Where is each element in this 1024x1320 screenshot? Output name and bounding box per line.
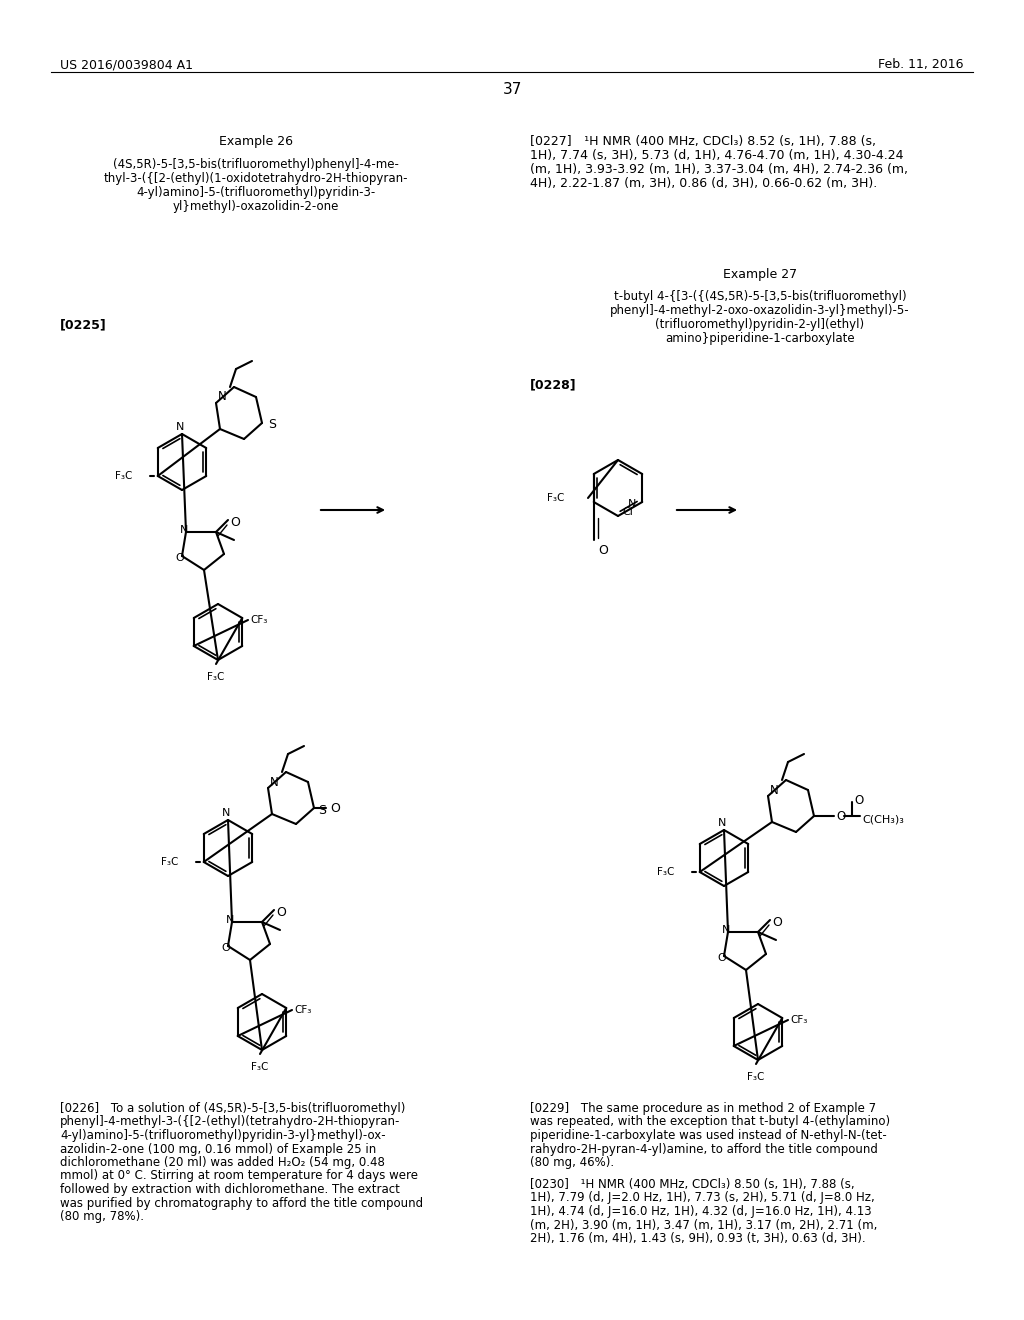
Text: azolidin-2-one (100 mg, 0.16 mmol) of Example 25 in: azolidin-2-one (100 mg, 0.16 mmol) of Ex…: [60, 1143, 376, 1155]
Text: 1H), 4.74 (d, J=16.0 Hz, 1H), 4.32 (d, J=16.0 Hz, 1H), 4.13: 1H), 4.74 (d, J=16.0 Hz, 1H), 4.32 (d, J…: [530, 1205, 871, 1218]
Text: CF₃: CF₃: [790, 1015, 807, 1026]
Text: Cl: Cl: [622, 507, 633, 517]
Text: O: O: [718, 953, 726, 964]
Text: (m, 2H), 3.90 (m, 1H), 3.47 (m, 1H), 3.17 (m, 2H), 2.71 (m,: (m, 2H), 3.90 (m, 1H), 3.47 (m, 1H), 3.1…: [530, 1218, 878, 1232]
Text: C(CH₃)₃: C(CH₃)₃: [862, 814, 904, 825]
Text: F₃C: F₃C: [161, 857, 178, 867]
Text: [0227] ¹H NMR (400 MHz, CDCl₃) 8.52 (s, 1H), 7.88 (s,: [0227] ¹H NMR (400 MHz, CDCl₃) 8.52 (s, …: [530, 135, 876, 148]
Text: dichloromethane (20 ml) was added H₂O₂ (54 mg, 0.48: dichloromethane (20 ml) was added H₂O₂ (…: [60, 1156, 385, 1170]
Text: [0226] To a solution of (4S,5R)-5-[3,5-bis(trifluoromethyl): [0226] To a solution of (4S,5R)-5-[3,5-b…: [60, 1102, 406, 1115]
Text: O: O: [598, 544, 607, 557]
Text: N: N: [176, 422, 184, 432]
Text: was purified by chromatography to afford the title compound: was purified by chromatography to afford…: [60, 1196, 423, 1209]
Text: Feb. 11, 2016: Feb. 11, 2016: [879, 58, 964, 71]
Text: (m, 1H), 3.93-3.92 (m, 1H), 3.37-3.04 (m, 4H), 2.74-2.36 (m,: (m, 1H), 3.93-3.92 (m, 1H), 3.37-3.04 (m…: [530, 162, 908, 176]
Text: N: N: [218, 391, 226, 404]
Text: N: N: [722, 925, 730, 935]
Text: N: N: [628, 499, 636, 510]
Text: F₃C: F₃C: [207, 672, 224, 682]
Text: O: O: [221, 942, 230, 953]
Text: US 2016/0039804 A1: US 2016/0039804 A1: [60, 58, 193, 71]
Text: (80 mg, 46%).: (80 mg, 46%).: [530, 1156, 614, 1170]
Text: 4-yl)amino]-5-(trifluoromethyl)pyridin-3-yl}methyl)-ox-: 4-yl)amino]-5-(trifluoromethyl)pyridin-3…: [60, 1129, 386, 1142]
Text: piperidine-1-carboxylate was used instead of N-ethyl-N-(tet-: piperidine-1-carboxylate was used instea…: [530, 1129, 887, 1142]
Text: O: O: [836, 809, 845, 822]
Text: O: O: [772, 916, 782, 928]
Text: F₃C: F₃C: [656, 867, 674, 876]
Text: O: O: [854, 793, 863, 807]
Text: [0228]: [0228]: [530, 378, 577, 391]
Text: 2H), 1.76 (m, 4H), 1.43 (s, 9H), 0.93 (t, 3H), 0.63 (d, 3H).: 2H), 1.76 (m, 4H), 1.43 (s, 9H), 0.93 (t…: [530, 1232, 865, 1245]
Text: 37: 37: [503, 82, 521, 96]
Text: Example 27: Example 27: [723, 268, 797, 281]
Text: [0225]: [0225]: [60, 318, 106, 331]
Text: S: S: [268, 418, 276, 432]
Text: F₃C: F₃C: [251, 1063, 268, 1072]
Text: 1H), 7.74 (s, 3H), 5.73 (d, 1H), 4.76-4.70 (m, 1H), 4.30-4.24: 1H), 7.74 (s, 3H), 5.73 (d, 1H), 4.76-4.…: [530, 149, 903, 162]
Text: N: N: [222, 808, 230, 818]
Text: (trifluoromethyl)pyridin-2-yl](ethyl): (trifluoromethyl)pyridin-2-yl](ethyl): [655, 318, 864, 331]
Text: [0230] ¹H NMR (400 MHz, CDCl₃) 8.50 (s, 1H), 7.88 (s,: [0230] ¹H NMR (400 MHz, CDCl₃) 8.50 (s, …: [530, 1177, 855, 1191]
Text: mmol) at 0° C. Stirring at room temperature for 4 days were: mmol) at 0° C. Stirring at room temperat…: [60, 1170, 418, 1183]
Text: CF₃: CF₃: [294, 1005, 311, 1015]
Text: N: N: [226, 915, 234, 925]
Text: N: N: [269, 776, 279, 788]
Text: rahydro-2H-pyran-4-yl)amine, to afford the title compound: rahydro-2H-pyran-4-yl)amine, to afford t…: [530, 1143, 878, 1155]
Text: was repeated, with the exception that t-butyl 4-(ethylamino): was repeated, with the exception that t-…: [530, 1115, 890, 1129]
Text: O: O: [330, 801, 340, 814]
Text: N: N: [718, 818, 726, 828]
Text: N: N: [180, 525, 188, 535]
Text: 1H), 7.79 (d, J=2.0 Hz, 1H), 7.73 (s, 2H), 5.71 (d, J=8.0 Hz,: 1H), 7.79 (d, J=2.0 Hz, 1H), 7.73 (s, 2H…: [530, 1192, 874, 1204]
Text: phenyl]-4-methyl-3-({[2-(ethyl)(tetrahydro-2H-thiopyran-: phenyl]-4-methyl-3-({[2-(ethyl)(tetrahyd…: [60, 1115, 400, 1129]
Text: CF₃: CF₃: [250, 615, 267, 624]
Text: 4-yl)amino]-5-(trifluoromethyl)pyridin-3-: 4-yl)amino]-5-(trifluoromethyl)pyridin-3…: [136, 186, 376, 199]
Text: (4S,5R)-5-[3,5-bis(trifluoromethyl)phenyl]-4-me-: (4S,5R)-5-[3,5-bis(trifluoromethyl)pheny…: [113, 158, 399, 172]
Text: phenyl]-4-methyl-2-oxo-oxazolidin-3-yl}methyl)-5-: phenyl]-4-methyl-2-oxo-oxazolidin-3-yl}m…: [610, 304, 909, 317]
Text: t-butyl 4-{[3-({(4S,5R)-5-[3,5-bis(trifluoromethyl): t-butyl 4-{[3-({(4S,5R)-5-[3,5-bis(trifl…: [613, 290, 906, 304]
Text: 4H), 2.22-1.87 (m, 3H), 0.86 (d, 3H), 0.66-0.62 (m, 3H).: 4H), 2.22-1.87 (m, 3H), 0.86 (d, 3H), 0.…: [530, 177, 878, 190]
Text: O: O: [276, 906, 286, 919]
Text: Example 26: Example 26: [219, 135, 293, 148]
Text: F₃C: F₃C: [748, 1072, 765, 1082]
Text: yl}methyl)-oxazolidin-2-one: yl}methyl)-oxazolidin-2-one: [173, 201, 339, 213]
Text: thyl-3-({[2-(ethyl)(1-oxidotetrahydro-2H-thiopyran-: thyl-3-({[2-(ethyl)(1-oxidotetrahydro-2H…: [103, 172, 409, 185]
Text: (80 mg, 78%).: (80 mg, 78%).: [60, 1210, 144, 1224]
Text: F₃C: F₃C: [547, 492, 564, 503]
Text: [0229] The same procedure as in method 2 of Example 7: [0229] The same procedure as in method 2…: [530, 1102, 877, 1115]
Text: F₃C: F₃C: [115, 471, 132, 480]
Text: O: O: [230, 516, 240, 528]
Text: amino}piperidine-1-carboxylate: amino}piperidine-1-carboxylate: [666, 333, 855, 345]
Text: O: O: [176, 553, 184, 564]
Text: N: N: [770, 784, 778, 796]
Text: followed by extraction with dichloromethane. The extract: followed by extraction with dichlorometh…: [60, 1183, 400, 1196]
Text: S: S: [318, 804, 326, 817]
